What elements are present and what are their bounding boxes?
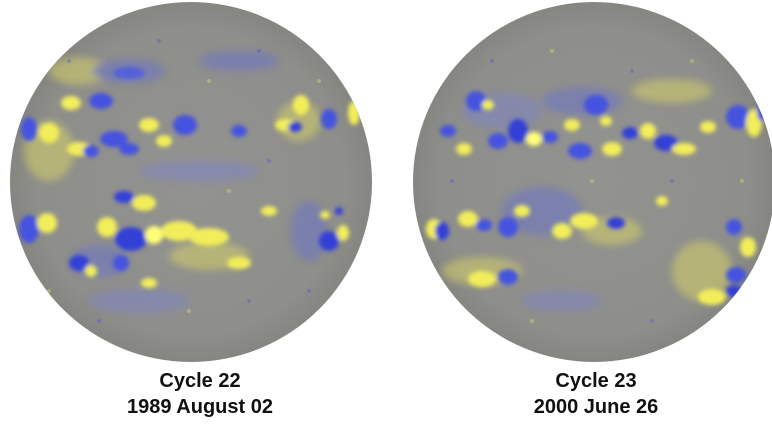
cycle-label: Cycle 23 — [555, 370, 637, 392]
panel-caption: Cycle 23 2000 June 26 — [386, 368, 772, 420]
cycle-label: Cycle 22 — [159, 370, 241, 392]
date-label: 1989 August 02 — [127, 396, 273, 418]
date-label: 2000 June 26 — [533, 396, 659, 418]
magnetogram-panel-cycle-23: Cycle 23 2000 June 26 — [386, 0, 772, 433]
solar-magnetogram-1989-disk — [10, 2, 372, 362]
panel-caption: Cycle 22 1989 August 02 — [0, 368, 400, 420]
magnetogram-panel-cycle-22: Cycle 22 1989 August 02 — [10, 2, 372, 418]
solar-magnetogram-2000-disk — [413, 2, 772, 362]
